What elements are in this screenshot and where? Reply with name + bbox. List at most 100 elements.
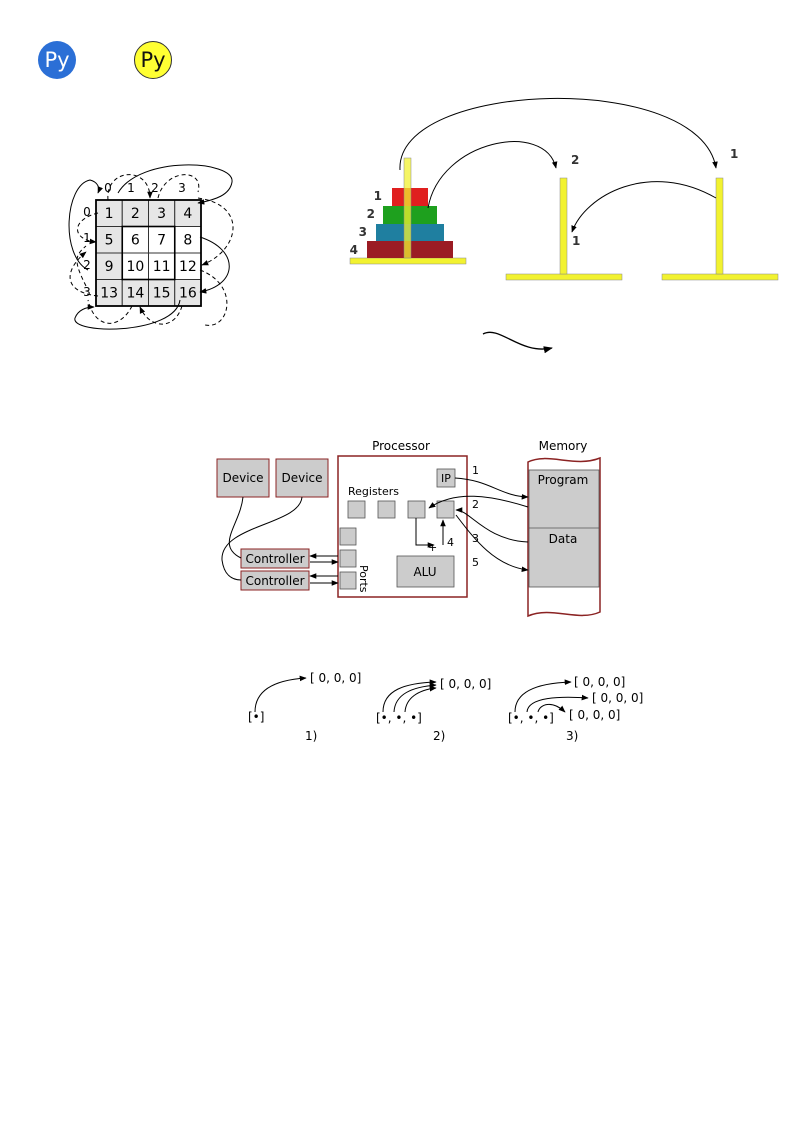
list-3-caption: 3) bbox=[566, 729, 578, 743]
controller-box-1 bbox=[240, 548, 310, 569]
python-yellow-badge: Py bbox=[134, 41, 172, 79]
list-panel-2: [•, •, •] [ 0, 0, 0] 2) bbox=[376, 677, 491, 743]
grid-border bbox=[95, 199, 202, 307]
arrow-step-2 bbox=[428, 495, 529, 509]
list-3-arrow-1 bbox=[514, 679, 572, 713]
list-2-literal: [•, •, •] bbox=[376, 711, 422, 725]
grid-cell-label: 15 bbox=[153, 286, 171, 302]
grid-arrow-bottom-dashed-2 bbox=[87, 299, 133, 324]
hanoi-base-2 bbox=[505, 273, 623, 281]
grid-arrow-top-dashed-2 bbox=[157, 174, 200, 199]
hanoi-base-3 bbox=[661, 273, 779, 281]
arrow-add-in bbox=[415, 518, 435, 548]
hanoi-arrow-label-1b: 1 bbox=[572, 234, 580, 248]
python-blue-badge: Py bbox=[38, 41, 76, 79]
hanoi-peg-1 bbox=[403, 157, 412, 259]
list-panel-1: [•] [ 0, 0, 0] 1) bbox=[248, 671, 361, 743]
grid-arrow-left-dashed-2 bbox=[69, 251, 99, 297]
plus-label: + bbox=[428, 541, 437, 554]
register-4 bbox=[436, 500, 455, 519]
list-3-arrow-2 bbox=[526, 694, 589, 713]
device-box-2 bbox=[275, 458, 329, 498]
list-3-arrow-3 bbox=[537, 704, 566, 713]
hanoi-arrow-medium bbox=[427, 141, 558, 209]
memory-block bbox=[528, 469, 600, 588]
grid-arrow-left-dashed-1 bbox=[77, 212, 99, 245]
grid-cell-label: 1 bbox=[105, 206, 114, 222]
grid-arrow-right-dashed-1 bbox=[197, 197, 234, 266]
list-1-target-1: [ 0, 0, 0] bbox=[310, 671, 361, 685]
arrow-step-3 bbox=[455, 507, 529, 543]
hanoi-peg-3 bbox=[715, 177, 724, 275]
list-3-target-3: [ 0, 0, 0] bbox=[569, 708, 620, 722]
grid-arrow-right-dashed-2 bbox=[199, 269, 228, 326]
grid-cell-label: 13 bbox=[100, 286, 118, 302]
list-3-literal: [•, •, •] bbox=[508, 711, 554, 725]
hanoi-disk-label-4: 4 bbox=[350, 243, 358, 257]
hanoi-disk-label-2: 2 bbox=[367, 207, 375, 221]
hanoi-arrow-back bbox=[571, 181, 717, 233]
hanoi-peg-2 bbox=[559, 177, 568, 275]
col-label-3: 3 bbox=[178, 181, 186, 195]
controller-label-1: Controller bbox=[245, 552, 304, 566]
hanoi-disk-label-3: 3 bbox=[359, 225, 367, 239]
list-2-arrow-2 bbox=[393, 682, 437, 713]
grid-arrow-top-solid bbox=[117, 164, 233, 205]
grid-inner-border bbox=[121, 225, 176, 281]
grid-arrow-top-dashed-1 bbox=[107, 174, 153, 201]
grid-cell-label: 2 bbox=[131, 206, 140, 222]
list-1-caption: 1) bbox=[305, 729, 317, 743]
grid-cell-label: 6 bbox=[131, 233, 140, 249]
grid-cell-label: 16 bbox=[179, 286, 197, 302]
grid-cell-label: 9 bbox=[105, 259, 114, 275]
register-3 bbox=[407, 500, 426, 519]
list-1-arrow bbox=[254, 675, 307, 713]
hanoi-base-1 bbox=[349, 257, 467, 265]
hanoi-arrow-big bbox=[399, 97, 718, 171]
grid-cell-label: 5 bbox=[105, 233, 114, 249]
step-label-3: 3 bbox=[472, 532, 479, 545]
step-label-2: 2 bbox=[472, 498, 479, 511]
device-box-1 bbox=[216, 458, 270, 498]
memory-label: Memory bbox=[539, 439, 588, 453]
alu-label: ALU bbox=[413, 565, 436, 579]
step-label-1: 1 bbox=[472, 464, 479, 477]
hanoi-disk-label-1: 1 bbox=[374, 189, 382, 203]
wire-device-2 bbox=[221, 496, 303, 581]
grid-cell-label: 14 bbox=[126, 286, 144, 302]
grid-col-labels: 0 1 2 3 bbox=[104, 181, 186, 195]
wavy-arrow bbox=[482, 331, 553, 354]
step-label-4: 4 bbox=[447, 536, 454, 549]
grid-cell-label: 3 bbox=[157, 206, 166, 222]
registers-label: Registers bbox=[348, 485, 399, 498]
computer-diagram: Device Device Controller Controller Proc… bbox=[216, 439, 601, 618]
grid-arrow-right-solid bbox=[199, 236, 230, 294]
data-label: Data bbox=[549, 532, 578, 546]
grid-arrow-bottom-dashed-1 bbox=[139, 305, 183, 325]
arrow-step-1 bbox=[454, 477, 529, 500]
list-2-caption: 2) bbox=[433, 729, 445, 743]
port-1 bbox=[339, 527, 357, 546]
col-label-1: 1 bbox=[127, 181, 135, 195]
grid-cell-label: 10 bbox=[126, 259, 144, 275]
device-label-2: Device bbox=[281, 471, 322, 485]
alu-box bbox=[396, 555, 455, 588]
program-label: Program bbox=[538, 473, 589, 487]
register-2 bbox=[377, 500, 396, 519]
row-label-1: 1 bbox=[83, 231, 91, 245]
grid-cell-label: 12 bbox=[179, 259, 197, 275]
row-label-2: 2 bbox=[83, 258, 91, 272]
register-1 bbox=[347, 500, 366, 519]
ports-label: Ports bbox=[357, 565, 370, 593]
row-label-3: 3 bbox=[83, 285, 91, 299]
list-2-arrow-1 bbox=[382, 679, 437, 713]
grid-cell-label: 11 bbox=[153, 259, 171, 275]
grid-cell-label: 8 bbox=[183, 233, 192, 249]
port-3 bbox=[339, 571, 357, 590]
row-label-0: 0 bbox=[83, 205, 91, 219]
ip-label: IP bbox=[441, 472, 451, 485]
grid-cell-label: 7 bbox=[157, 233, 166, 249]
